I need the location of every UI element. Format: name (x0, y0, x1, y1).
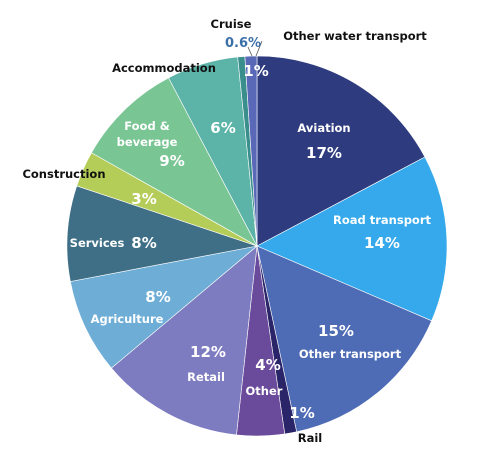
pie-slice-aviation (256, 55, 426, 247)
pie-slice-other-water-transport (244, 55, 258, 247)
slice-name-services: Services (70, 236, 125, 250)
slice-name-food-and-beverage: Food & beverage (117, 119, 178, 149)
cruise-leader-line (247, 46, 253, 57)
pie-slice-services (66, 185, 259, 282)
slice-value-other-transport: 15% (318, 322, 354, 340)
pie-slice-other-transport (256, 245, 433, 433)
slice-name-aviation: Aviation (297, 121, 350, 135)
slice-value-other: 4% (255, 356, 280, 374)
slice-value-retail: 12% (190, 343, 226, 361)
pie-slice-agriculture (69, 245, 259, 369)
slice-value-accommodation: 6% (210, 119, 235, 137)
slice-name-construction: Construction (22, 167, 105, 181)
slice-value-aviation: 17% (306, 144, 342, 162)
slice-value-rail: 1% (289, 404, 314, 422)
pie-slices (66, 55, 448, 437)
slice-name-rail: Rail (298, 431, 323, 445)
slice-value-other-water-transport: 1% (243, 62, 268, 80)
slice-name-road-transport: Road transport (333, 213, 432, 227)
slice-value-agriculture: 8% (145, 288, 170, 306)
slice-name-agriculture: Agriculture (91, 312, 164, 326)
pie-labels: Aviation 17% Road transport 14% Other transp… (22, 17, 431, 445)
pie-slice-food-and-beverage (91, 77, 258, 247)
slice-value-food-and-beverage: 9% (159, 152, 184, 170)
pie-slice-retail (110, 245, 258, 436)
slice-value-road-transport: 14% (364, 234, 400, 252)
slice-value-cruise: 0.6% (225, 36, 261, 51)
slice-name-other-transport: Other transport (299, 347, 402, 361)
pie-slice-road-transport (256, 156, 448, 322)
slice-value-services: 8% (131, 234, 156, 252)
slice-name-other: Other (246, 384, 283, 398)
slice-name-other-water-transport: Other water transport (283, 29, 427, 43)
slice-value-construction: 3% (131, 190, 156, 208)
slice-name-retail: Retail (187, 370, 225, 384)
other-water-leader-line (255, 40, 263, 57)
slice-name-cruise: Cruise (211, 17, 252, 31)
slice-name-accommodation: Accommodation (112, 61, 216, 75)
